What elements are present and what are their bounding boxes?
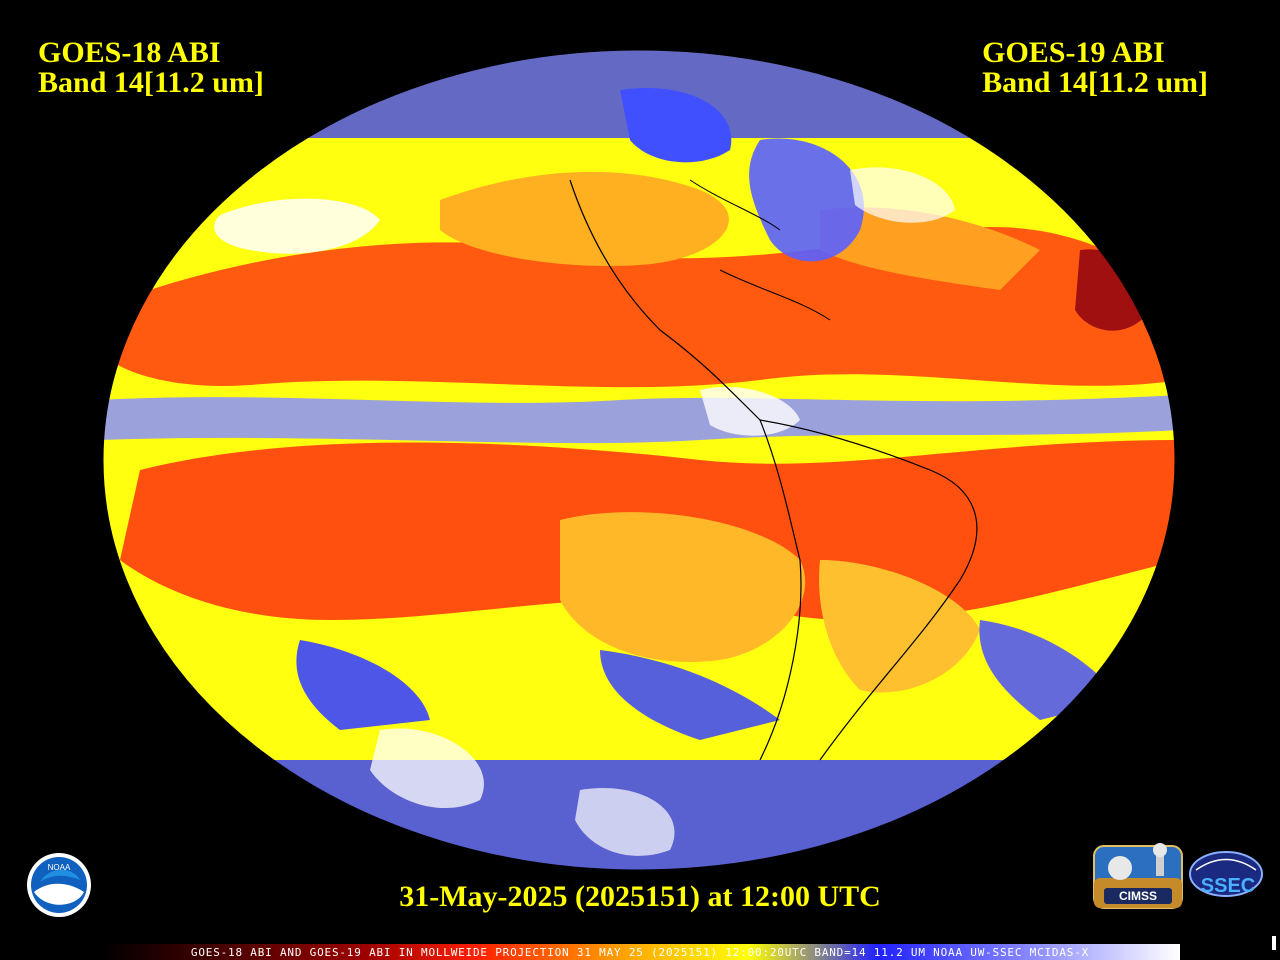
cimss-logo-text: CIMSS <box>1119 889 1157 903</box>
footer-caption: GOES-18 ABI AND GOES-19 ABI IN MOLLWEIDE… <box>190 946 1090 959</box>
left-band-label: Band 14[11.2 um] <box>38 66 264 99</box>
noaa-logo: NOAA <box>27 853 91 917</box>
globe-imagery <box>103 50 1175 870</box>
right-band-label: Band 14[11.2 um] <box>982 66 1208 99</box>
ssec-logo: SSEC <box>1189 851 1263 897</box>
cimss-logo: CIMSS <box>1093 843 1183 909</box>
right-satellite-header: GOES-19 ABI Band 14[11.2 um] <box>982 38 1208 98</box>
left-satellite-name: GOES-18 ABI <box>38 36 221 69</box>
color-scale-bar <box>100 944 1180 960</box>
corner-tick-mark <box>1272 936 1276 950</box>
left-satellite-header: GOES-18 ABI Band 14[11.2 um] <box>38 38 264 98</box>
observation-timestamp: 31-May-2025 (2025151) at 12:00 UTC <box>399 880 881 913</box>
noaa-logo-text: NOAA <box>48 863 71 872</box>
ssec-logo-text: SSEC <box>1201 875 1255 897</box>
right-satellite-name: GOES-19 ABI <box>982 36 1165 69</box>
